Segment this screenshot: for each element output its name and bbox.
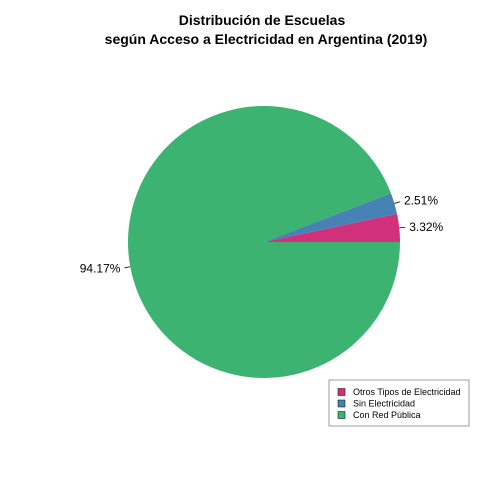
legend-swatch-0	[337, 388, 346, 396]
legend: Otros Tipos de Electricidad Sin Electrici…	[328, 379, 470, 427]
slice-label-1: 2.51%	[404, 194, 438, 208]
pie-slice-2	[127, 105, 400, 378]
legend-label-0: Otros Tipos de Electricidad	[353, 387, 461, 397]
pie-slice-1	[264, 193, 398, 242]
chart-subtitle: según Acceso a Electricidad en Argentina…	[105, 31, 428, 47]
slice-labels: 3.32% 2.51% 94.17%	[80, 194, 444, 276]
legend-swatch-2	[337, 411, 346, 419]
chart-title: Distribución de Escuelas	[179, 12, 346, 28]
label-leader-1	[394, 201, 401, 204]
legend-label-2: Con Red Pública	[353, 410, 421, 420]
pie-slice-0	[264, 213, 400, 242]
legend-frame	[328, 379, 470, 427]
legend-label-1: Sin Electricidad	[353, 399, 415, 409]
label-leader-0	[399, 226, 406, 229]
slice-label-0: 3.32%	[409, 220, 443, 234]
legend-swatch-1	[337, 399, 346, 408]
label-leader-2	[124, 266, 131, 269]
pie-slices	[127, 105, 400, 378]
slice-label-2: 94.17%	[80, 262, 121, 276]
